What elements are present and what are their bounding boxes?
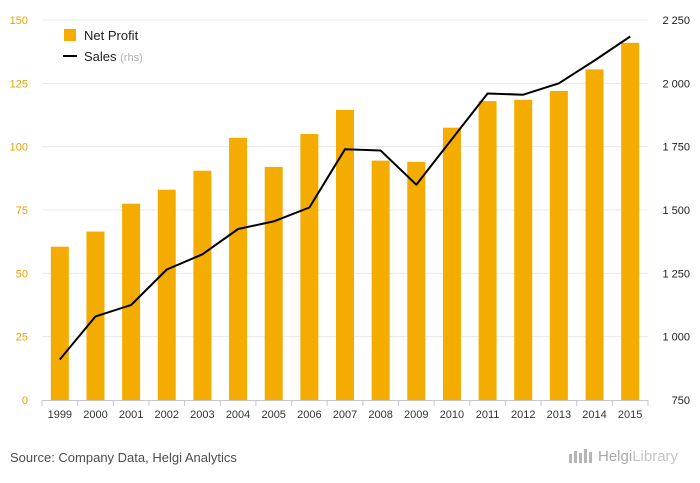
- x-tick-label: 2004: [226, 409, 250, 421]
- x-tick-label: 2013: [547, 409, 571, 421]
- y-left-tick-label: 50: [16, 268, 28, 280]
- line-sales: [59, 35, 631, 361]
- x-tick-label: 2014: [582, 409, 606, 421]
- x-tick-label: 2015: [618, 409, 642, 421]
- y-left-tick-label: 150: [10, 15, 28, 27]
- x-tick-label: 2009: [404, 409, 428, 421]
- legend-label-sales: Sales (rhs): [84, 49, 143, 64]
- y-right-tick-label: 1 750: [662, 142, 690, 154]
- helgi-library-logo: HelgiLibrary: [568, 448, 678, 465]
- x-tick-label: 2000: [83, 409, 107, 421]
- bar-net-profit: [300, 134, 319, 400]
- y-left-tick-label: 25: [16, 332, 28, 344]
- y-left-tick-label: 0: [22, 395, 28, 407]
- y-left-tick-label: 75: [16, 205, 28, 217]
- bar-net-profit: [336, 109, 354, 400]
- y-left-tick-label: 100: [10, 142, 28, 154]
- combo-chart: 0 750 25 1 000 50 1 250 75 1 500 100 1 750 125 2 00…: [10, 15, 690, 421]
- bar-net-profit: [478, 101, 497, 401]
- y-left-tick-label: 125: [10, 78, 28, 90]
- bar-net-profit: [621, 42, 640, 401]
- source-note: Source: Company Data, Helgi Analytics: [10, 450, 237, 465]
- legend-label-net-profit: Net Profit: [84, 28, 139, 43]
- bar-net-profit: [585, 69, 604, 401]
- bar-net-profit: [442, 127, 461, 401]
- bar-net-profit: [122, 203, 141, 400]
- bar-net-profit: [157, 189, 176, 400]
- y-right-tick-label: 2 250: [662, 15, 690, 27]
- x-tick-label: 2010: [440, 409, 464, 421]
- legend-swatch-net-profit: [64, 29, 76, 41]
- bar-net-profit: [229, 137, 248, 401]
- x-tick-label: 2008: [368, 409, 392, 421]
- bar-net-profit: [264, 166, 283, 400]
- library-logo-icon: [569, 449, 592, 463]
- x-tick-label: 2011: [476, 409, 500, 421]
- bar-net-profit: [193, 170, 212, 400]
- bar-net-profit: [371, 160, 390, 400]
- bar-net-profit: [407, 161, 426, 400]
- x-tick-label: 2001: [119, 409, 143, 421]
- x-tick-label: 2012: [511, 409, 535, 421]
- x-tick-label: 1999: [48, 409, 72, 421]
- bar-net-profit: [514, 99, 533, 401]
- x-tick-label: 2003: [190, 409, 214, 421]
- y-right-tick-label: 1 000: [662, 332, 690, 344]
- bar-net-profit: [50, 246, 69, 400]
- logo-text-helgi: Helgi: [598, 448, 633, 465]
- y-right-tick-label: 750: [672, 395, 690, 407]
- y-right-tick-label: 1 500: [662, 205, 690, 217]
- logo-text-library: Library: [632, 448, 679, 465]
- x-tick-label: 2006: [297, 409, 321, 421]
- y-right-tick-label: 2 000: [662, 78, 690, 90]
- bar-net-profit: [549, 90, 568, 400]
- x-tick-label: 2002: [155, 409, 179, 421]
- y-right-tick-label: 1 250: [662, 268, 690, 280]
- x-tick-label: 2007: [333, 409, 357, 421]
- x-tick-label: 2005: [261, 409, 285, 421]
